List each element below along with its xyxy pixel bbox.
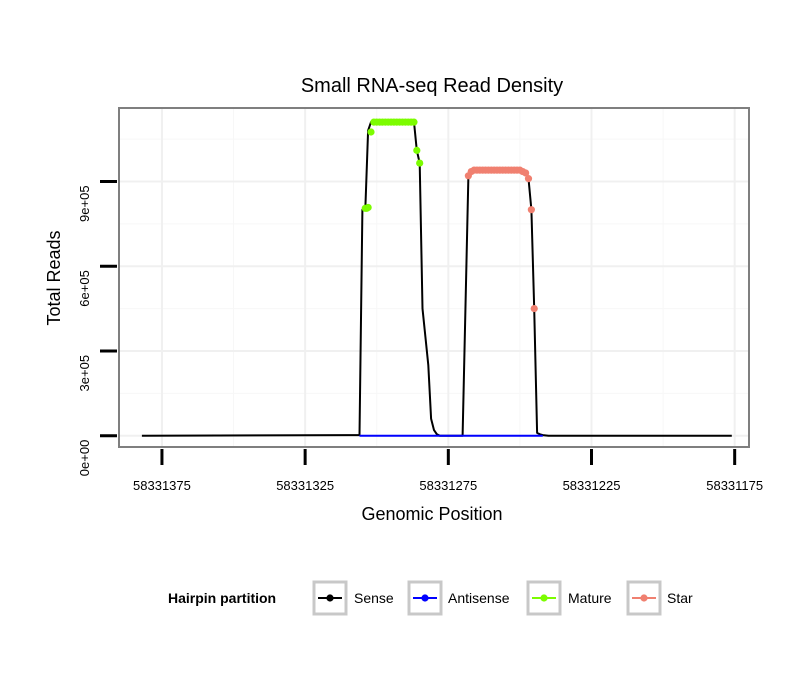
legend-item-sense: Sense xyxy=(312,580,394,616)
x-axis: 58331375 58331325 58331275 58331225 58331175 xyxy=(133,449,763,493)
y-tick-label: 9e+05 xyxy=(77,185,92,222)
data-point-star xyxy=(527,206,535,214)
y-axis-label: Total Reads xyxy=(44,230,64,325)
plot-border xyxy=(118,107,750,448)
x-tick-label: 58331275 xyxy=(419,478,477,493)
x-tick-label: 58331225 xyxy=(563,478,621,493)
legend-label: Mature xyxy=(568,590,612,606)
data-point-star xyxy=(522,169,530,177)
legend-item-star: Star xyxy=(626,580,693,616)
x-tick-label: 58331325 xyxy=(276,478,334,493)
x-tick-label: 58331375 xyxy=(133,478,191,493)
legend-label: Star xyxy=(667,590,693,606)
x-tick-label: 58331175 xyxy=(706,478,763,493)
data-point-mature xyxy=(364,203,372,212)
data-point-mature xyxy=(410,118,418,126)
data-point-mature xyxy=(367,128,375,136)
y-axis: 0e+00 3e+05 6e+05 9e+05 xyxy=(77,179,117,477)
legend-label: Antisense xyxy=(448,590,510,606)
y-tick-label: 0e+00 xyxy=(77,440,92,477)
data-point-mature xyxy=(413,146,421,154)
legend-title: Hairpin partition xyxy=(168,590,276,606)
data-point-star xyxy=(524,175,533,183)
legend-item-antisense: Antisense xyxy=(407,580,510,616)
plot-panel xyxy=(119,108,749,447)
data-point-star xyxy=(530,304,538,313)
legend-item-mature: Mature xyxy=(526,580,612,616)
legend-label: Sense xyxy=(354,590,394,606)
legend: Hairpin partition Sense Antisense Mature St… xyxy=(168,580,693,616)
legend-key-point xyxy=(540,594,548,602)
legend-key-point xyxy=(640,594,648,602)
y-tick-label: 6e+05 xyxy=(77,270,92,307)
chart-title: Small RNA-seq Read Density xyxy=(301,75,563,97)
y-tick-label: 3e+05 xyxy=(77,355,92,392)
legend-key-point xyxy=(421,594,429,602)
x-axis-label: Genomic Position xyxy=(361,504,502,524)
points-layer xyxy=(361,118,538,313)
data-point-mature xyxy=(416,159,424,167)
legend-key-point xyxy=(326,594,334,602)
